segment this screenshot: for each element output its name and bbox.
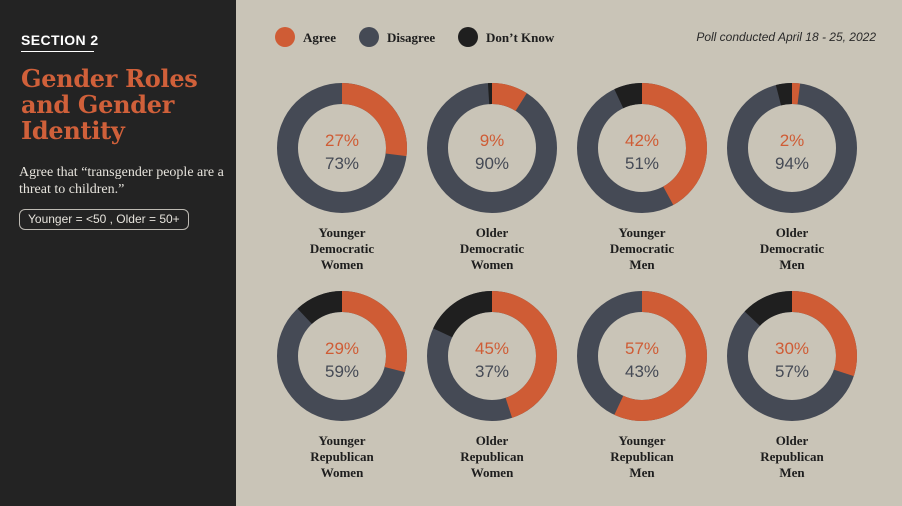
category-label: Democratic (310, 241, 374, 256)
legend-label-disagree: Disagree (387, 30, 436, 45)
legend-swatch-dont-know (458, 27, 478, 47)
category-label: Older (476, 225, 509, 240)
slice-dont-know (614, 83, 642, 109)
slice-agree (342, 291, 407, 373)
slice-agree (642, 83, 707, 205)
slice-agree (492, 291, 558, 418)
category-label: Older (776, 225, 809, 240)
poll-date-note: Poll conducted April 18 - 25, 2022 (696, 30, 876, 44)
legend-swatch-agree (275, 27, 295, 47)
category-label: Republican (610, 449, 674, 464)
page-title: Gender Roles and Gender Identity (21, 64, 198, 145)
category-label: Men (629, 465, 655, 480)
category-label: Older (476, 433, 509, 448)
category-label: Democratic (610, 241, 674, 256)
category-label: Older (776, 433, 809, 448)
category-label: Republican (460, 449, 524, 464)
section-underline (21, 51, 94, 52)
legend-label-agree: Agree (303, 30, 336, 45)
sidebar: SECTION 2 Gender Roles and Gender Identi… (0, 0, 236, 506)
value-disagree: 73% (325, 154, 359, 173)
value-agree: 42% (625, 131, 659, 150)
value-agree: 57% (625, 339, 659, 358)
category-label: Women (471, 257, 514, 272)
value-agree: 30% (775, 339, 809, 358)
value-disagree: 43% (625, 362, 659, 381)
chart-subtitle: Agree that “transgender people are a thr… (19, 165, 224, 197)
legend-label-dont-know: Don’t Know (486, 30, 555, 45)
slice-dont-know (744, 291, 792, 326)
slice-agree (342, 83, 407, 157)
category-label: Republican (310, 449, 374, 464)
section-label: SECTION 2 (21, 32, 99, 48)
category-label: Women (321, 465, 364, 480)
slice-dont-know (297, 291, 342, 324)
slice-agree (792, 291, 857, 377)
value-disagree: 90% (475, 154, 509, 173)
age-definition-badge: Younger = <50 , Older = 50+ (19, 209, 189, 230)
category-label: Democratic (760, 241, 824, 256)
value-agree: 2% (780, 131, 805, 150)
category-label: Younger (319, 225, 366, 240)
slice-agree (492, 83, 527, 111)
slice-dont-know (775, 83, 792, 106)
category-label: Younger (619, 433, 666, 448)
category-label: Republican (760, 449, 824, 464)
slice-agree (614, 291, 707, 421)
value-disagree: 51% (625, 154, 659, 173)
value-agree: 45% (475, 339, 509, 358)
legend-swatch-disagree (359, 27, 379, 47)
category-label: Men (779, 465, 805, 480)
slice-agree (792, 83, 801, 105)
value-disagree: 59% (325, 362, 359, 381)
category-label: Younger (319, 433, 366, 448)
category-label: Men (779, 257, 805, 272)
category-label: Men (629, 257, 655, 272)
value-agree: 29% (325, 339, 359, 358)
value-agree: 9% (480, 131, 505, 150)
value-disagree: 94% (775, 154, 809, 173)
value-disagree: 57% (775, 362, 809, 381)
category-label: Democratic (460, 241, 524, 256)
slice-dont-know (433, 291, 492, 338)
value-agree: 27% (325, 131, 359, 150)
value-disagree: 37% (475, 362, 509, 381)
category-label: Younger (619, 225, 666, 240)
slice-dont-know (487, 83, 492, 105)
category-label: Women (321, 257, 364, 272)
category-label: Women (471, 465, 514, 480)
